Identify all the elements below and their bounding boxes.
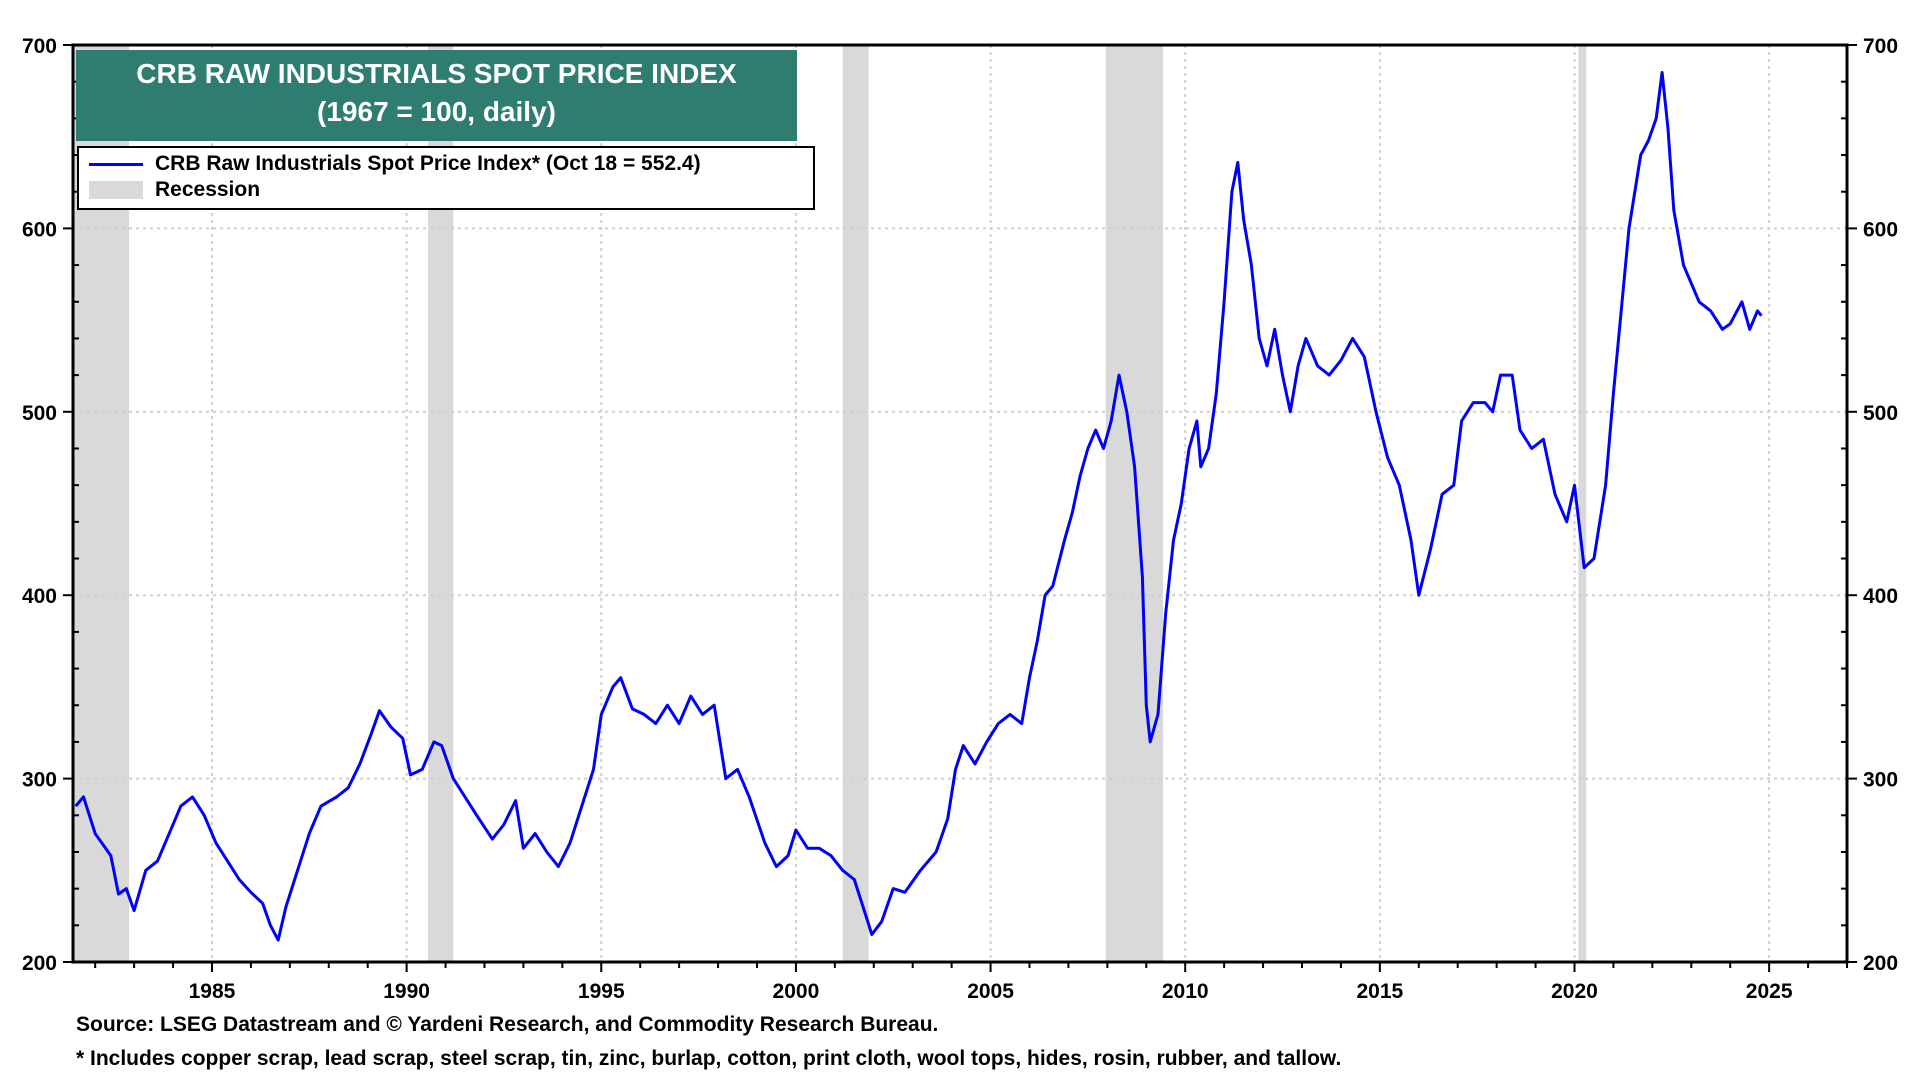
- x-tick-label: 2010: [1162, 980, 1209, 1003]
- x-tick-label: 1995: [578, 980, 625, 1003]
- x-tick-label: 1985: [189, 980, 236, 1003]
- footnote: * Includes copper scrap, lead scrap, ste…: [76, 1047, 1342, 1070]
- legend-item-series: CRB Raw Industrials Spot Price Index* (O…: [89, 152, 701, 176]
- gridlines: [73, 45, 1847, 962]
- legend-line-swatch: [89, 162, 143, 166]
- legend: CRB Raw Industrials Spot Price Index* (O…: [77, 146, 815, 210]
- y-tick-label-left: 300: [22, 769, 57, 792]
- y-tick-label-right: 600: [1863, 218, 1898, 241]
- y-axis-left-labels: 200 300 400 500 600 700: [22, 35, 57, 975]
- y-tick-label-left: 500: [22, 402, 57, 425]
- y-tick-label-left: 700: [22, 35, 57, 58]
- recession-band: [842, 45, 869, 962]
- chart-subtitle: (1967 = 100, daily): [317, 96, 556, 127]
- y-tick-label-right: 200: [1863, 952, 1898, 975]
- axis-ticks: [63, 44, 1857, 972]
- y-tick-label-left: 400: [22, 585, 57, 608]
- y-tick-label-right: 300: [1863, 769, 1898, 792]
- x-tick-label: 2020: [1551, 980, 1598, 1003]
- y-axis-right-labels: 200 300 400 500 600 700: [1863, 35, 1898, 975]
- series-line-crb-raw-industrials: [74, 71, 1763, 942]
- y-tick-label-right: 500: [1863, 402, 1898, 425]
- legend-label-series: CRB Raw Industrials Spot Price Index* (O…: [155, 152, 701, 175]
- legend-label-recession: Recession: [155, 178, 261, 201]
- series-layer: [74, 71, 1763, 942]
- y-tick-label-left: 200: [22, 952, 57, 975]
- plot-frame: [71, 43, 1849, 964]
- legend-item-recession: Recession: [89, 178, 260, 202]
- x-tick-label: 2005: [967, 980, 1014, 1003]
- x-tick-label: 2025: [1746, 980, 1793, 1003]
- y-tick-label-right: 700: [1863, 35, 1898, 58]
- x-axis-labels: 1985 1990 1995 2000 2005 2010 2015 2020 2025: [189, 980, 1793, 1003]
- x-tick-label: 2015: [1356, 980, 1403, 1003]
- chart-title-box: CRB RAW INDUSTRIALS SPOT PRICE INDEX (19…: [76, 50, 797, 141]
- x-tick-label: 1990: [383, 980, 430, 1003]
- y-tick-label-right: 400: [1863, 585, 1898, 608]
- y-tick-label-left: 600: [22, 218, 57, 241]
- recession-band: [1105, 45, 1164, 962]
- recession-band: [1578, 45, 1587, 962]
- source-note: Source: LSEG Datastream and © Yardeni Re…: [76, 1013, 939, 1036]
- x-tick-label: 2000: [773, 980, 820, 1003]
- chart-title: CRB RAW INDUSTRIALS SPOT PRICE INDEX: [136, 58, 737, 89]
- legend-box-swatch: [89, 181, 143, 199]
